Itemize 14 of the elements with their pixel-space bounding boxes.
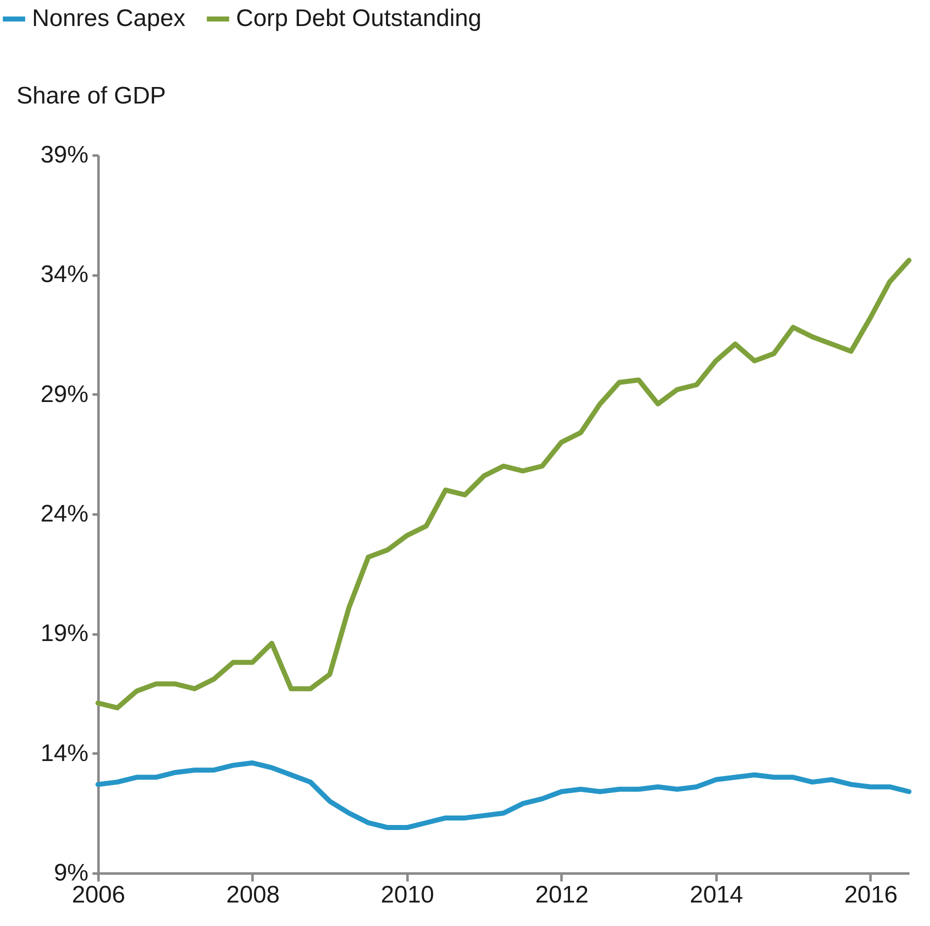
y-tick-label: 29% <box>40 380 88 408</box>
x-tick-label: 2008 <box>226 882 280 908</box>
y-tick-label: 14% <box>40 740 88 767</box>
x-tick-label: 2014 <box>690 882 744 908</box>
y-tick-label: 39% <box>40 142 88 168</box>
x-tick-label: 2012 <box>535 882 589 908</box>
legend-label: Corp Debt Outstanding <box>236 5 482 32</box>
y-tick-label: 19% <box>40 620 88 648</box>
y-axis-title: Share of GDP <box>16 82 166 110</box>
y-tick-label: 24% <box>40 500 88 528</box>
x-tick-label: 2010 <box>380 882 434 908</box>
legend-label: Nonres Capex <box>32 5 186 32</box>
x-tick-label: 2016 <box>844 882 898 908</box>
y-tick-label: 34% <box>40 261 88 288</box>
